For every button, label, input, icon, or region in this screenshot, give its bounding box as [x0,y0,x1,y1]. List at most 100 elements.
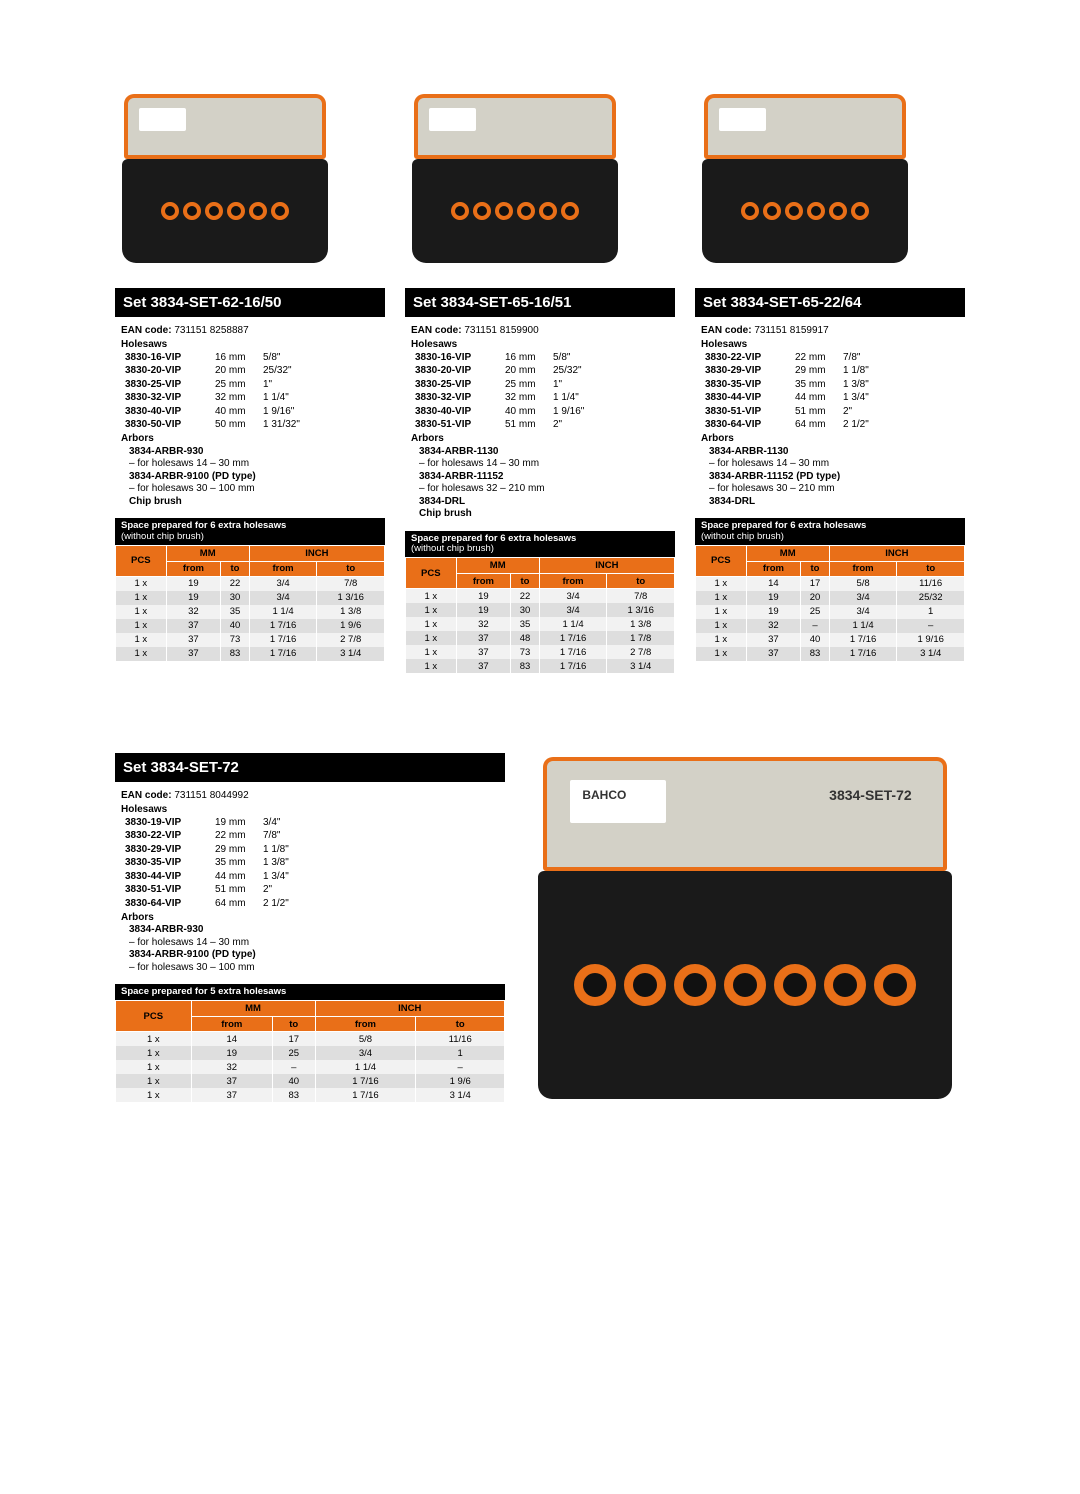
table-row: 1 x 14 17 5/8 11/16 [116,1032,505,1047]
cell-in-from: 1 7/16 [315,1088,416,1102]
holesaw-inch: 1 9/16" [553,406,603,419]
holesaw-mm: 25 mm [215,379,263,392]
cell-mm-from: 37 [456,645,511,659]
holesaw-code: 3830-22-VIP [705,352,795,365]
arbor-line: 3834-DRL [699,496,961,509]
col-to: to [607,574,675,589]
cell-in-to: 1 9/6 [416,1074,505,1088]
holesaw-mm: 22 mm [795,352,843,365]
holesaws-heading: Holesaws [121,804,167,815]
col-from: from [315,1017,416,1032]
col-to: to [801,561,830,576]
cell-mm-from: 37 [166,647,221,661]
cell-mm-to: 83 [511,659,540,673]
cell-mm-from: 19 [746,605,801,619]
col-inch: INCH [539,558,674,574]
cell-mm-to: 20 [801,591,830,605]
cell-in-to: 1 [416,1046,505,1060]
cell-in-to: 1 3/16 [317,591,385,605]
col-mm: MM [166,545,249,561]
arbor-line: – for holesaws 32 – 210 mm [409,483,671,496]
holesaw-mm: 32 mm [215,392,263,405]
holesaw-code: 3830-16-VIP [125,352,215,365]
holesaw-row: 3830-51-VIP 51 mm 2" [699,405,961,419]
holesaw-mm: 35 mm [215,857,263,870]
table-row: 1 x 19 22 3/4 7/8 [406,589,675,604]
cell-in-from: 1 1/4 [829,619,897,633]
cell-in-from: 1 7/16 [539,645,607,659]
cell-in-from: 1 7/16 [539,631,607,645]
col-pcs: PCS [696,545,747,576]
extra-header: Space prepared for 6 extra holesaws(with… [695,518,965,545]
set-1: Set 3834-SET-62-16/50EAN code: 731151 82… [115,90,385,673]
holesaw-code: 3830-40-VIP [125,406,215,419]
arbor-line: – for holesaws 30 – 100 mm [119,962,501,975]
holesaw-inch: 1 1/8" [263,844,313,857]
cell-mm-to: 40 [272,1074,315,1088]
holesaw-inch: 2 1/2" [263,898,313,911]
cell-mm-to: 25 [272,1046,315,1060]
holesaw-code: 3830-35-VIP [705,379,795,392]
table-row: 1 x 37 83 1 7/16 3 1/4 [696,647,965,661]
arbor-line: 3834-ARBR-11152 (PD type) [699,471,961,484]
cell-in-from: 3/4 [539,603,607,617]
cell-pcs: 1 x [116,647,167,661]
cell-mm-to: 35 [221,605,250,619]
set-title: Set 3834-SET-62-16/50 [115,288,385,317]
holesaw-row: 3830-22-VIP 22 mm 7/8" [119,830,501,844]
table-row: 1 x 37 73 1 7/16 2 7/8 [406,645,675,659]
holesaw-mm: 19 mm [215,817,263,830]
cell-in-to: – [897,619,965,633]
table-row: 1 x 37 73 1 7/16 2 7/8 [116,633,385,647]
cell-in-to: 3 1/4 [607,659,675,673]
extra-table: PCS MM INCH from to from to 1 x 14 17 5/… [115,1000,505,1102]
cell-mm-from: 19 [191,1046,272,1060]
holesaw-row: 3830-51-VIP 51 mm 2" [409,419,671,433]
cell-mm-to: – [801,619,830,633]
holesaw-inch: 1" [263,379,313,392]
arbor-line: 3834-DRL [409,496,671,509]
holesaw-inch: 1 3/4" [843,392,893,405]
holesaw-code: 3830-64-VIP [125,898,215,911]
arbor-line: 3834-ARBR-11152 [409,471,671,484]
cell-in-from: 3/4 [829,591,897,605]
set-title: Set 3834-SET-72 [115,753,505,782]
col-to: to [317,561,385,576]
holesaws-heading: Holesaws [121,339,167,350]
col-to: to [272,1017,315,1032]
cell-mm-from: 14 [746,576,801,591]
col-mm: MM [191,1001,315,1017]
holesaw-row: 3830-20-VIP 20 mm 25/32" [119,365,381,379]
cell-mm-from: 37 [191,1074,272,1088]
arbor-line: – for holesaws 14 – 30 mm [119,458,381,471]
cell-mm-to: 22 [221,576,250,591]
arbor-line: – for holesaws 30 – 100 mm [119,483,381,496]
extra-header: Space prepared for 6 extra holesaws(with… [115,518,385,545]
holesaw-mm: 22 mm [215,830,263,843]
holesaw-inch: 5/8" [553,352,603,365]
arbor-line: 3834-ARBR-9100 (PD type) [119,949,501,962]
holesaw-code: 3830-22-VIP [125,830,215,843]
holesaw-row: 3830-16-VIP 16 mm 5/8" [119,351,381,365]
product-image [115,90,335,280]
cell-pcs: 1 x [116,591,167,605]
col-mm: MM [456,558,539,574]
cell-pcs: 1 x [696,591,747,605]
holesaw-code: 3830-32-VIP [415,392,505,405]
cell-pcs: 1 x [406,659,457,673]
table-row: 1 x 37 40 1 7/16 1 9/16 [696,633,965,647]
holesaw-row: 3830-32-VIP 32 mm 1 1/4" [409,392,671,406]
holesaw-mm: 40 mm [215,406,263,419]
col-from: from [166,561,221,576]
cell-pcs: 1 x [116,1060,192,1074]
ean-value: 731151 8044992 [174,790,248,801]
col-to: to [897,561,965,576]
holesaw-mm: 16 mm [505,352,553,365]
col-from: from [249,561,317,576]
cell-in-from: 1 7/16 [315,1074,416,1088]
holesaw-inch: 1 3/4" [263,871,313,884]
arbors-heading: Arbors [121,433,154,444]
arbor-line: – for holesaws 14 – 30 mm [119,937,501,950]
cell-in-to: 1 [897,605,965,619]
arbors-heading: Arbors [121,912,154,923]
